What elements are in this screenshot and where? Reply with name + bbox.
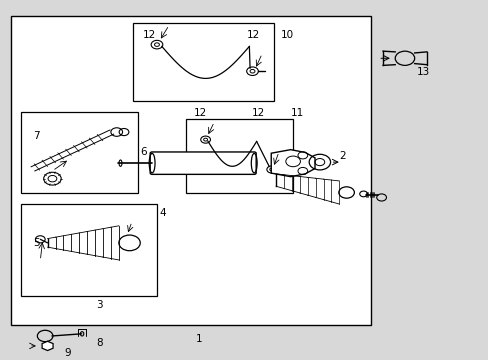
Text: 1: 1	[196, 334, 202, 344]
Bar	[21, 204, 157, 297]
Text: 3: 3	[96, 300, 102, 310]
Text: 12: 12	[251, 108, 264, 118]
Bar	[21, 112, 137, 193]
Bar	[186, 119, 292, 193]
FancyBboxPatch shape	[150, 152, 256, 174]
Text: 12: 12	[142, 30, 155, 40]
Bar	[11, 15, 370, 325]
Text: 12: 12	[193, 108, 206, 118]
Text: 11: 11	[290, 108, 304, 118]
Bar	[132, 23, 273, 101]
Text: 2: 2	[339, 151, 345, 161]
Polygon shape	[271, 150, 314, 177]
Polygon shape	[42, 341, 53, 351]
Text: 4: 4	[159, 208, 166, 218]
Text: 12: 12	[246, 30, 260, 40]
Text: 5: 5	[33, 238, 40, 248]
Text: 6: 6	[140, 148, 146, 157]
Text: 8: 8	[96, 338, 102, 348]
Text: 7: 7	[33, 131, 40, 141]
Text: 10: 10	[281, 30, 293, 40]
Text: 13: 13	[416, 67, 429, 77]
Text: 9: 9	[64, 348, 71, 358]
